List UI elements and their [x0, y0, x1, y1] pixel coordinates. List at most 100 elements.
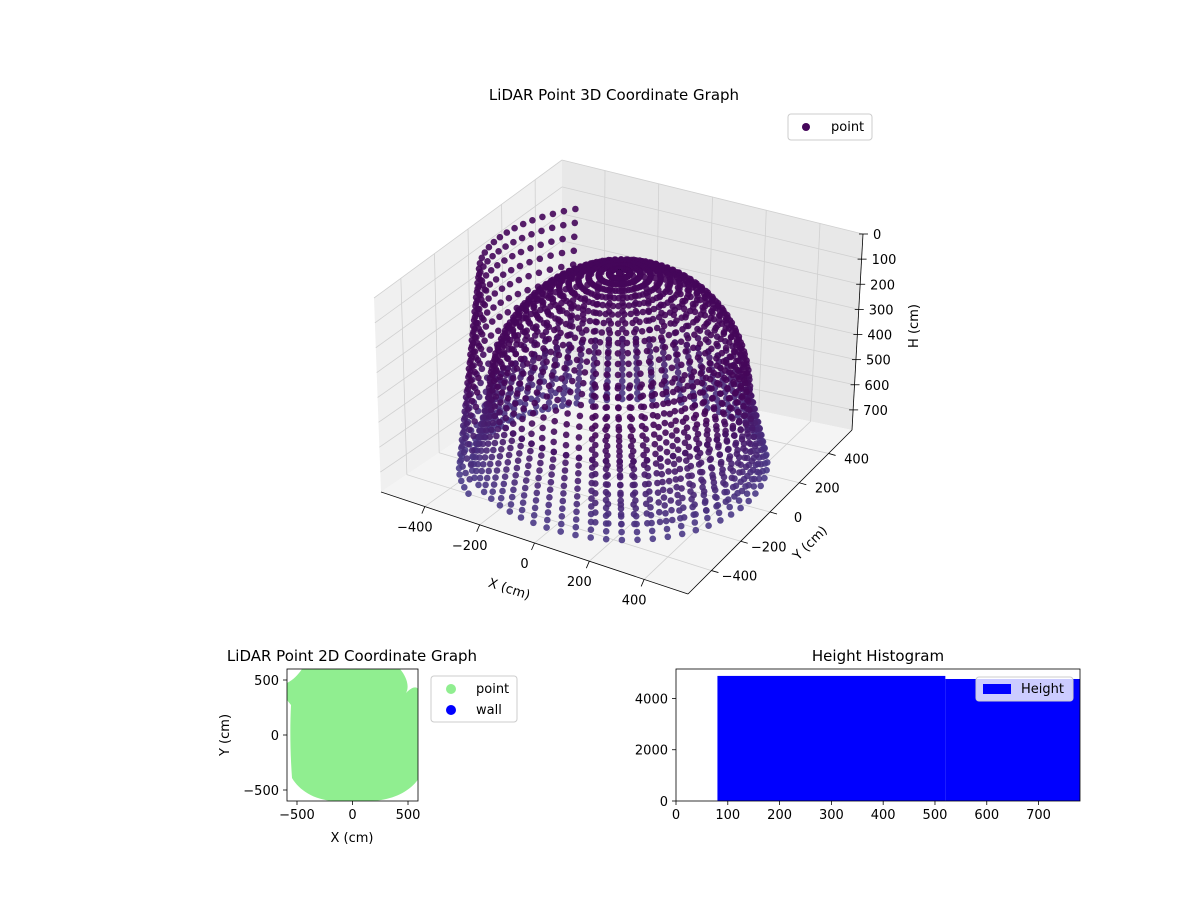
- data-point-3d: [604, 500, 612, 508]
- data-point-3d: [672, 476, 680, 483]
- data-point-3d: [493, 432, 500, 440]
- data-point-3d: [592, 370, 600, 378]
- data-point-3d: [529, 217, 536, 224]
- data-point-3d: [592, 480, 599, 487]
- data-point-3d: [693, 421, 701, 428]
- histogram-bar: [717, 675, 946, 801]
- data-point-3d: [656, 508, 663, 516]
- data-point-3d: [682, 449, 689, 457]
- data-point-3d: [729, 483, 737, 491]
- data-point-3d: [721, 418, 728, 426]
- data-point-3d: [656, 445, 664, 452]
- data-point-3d: [614, 360, 622, 368]
- data-point-3d: [506, 508, 514, 515]
- data-point-3d: [518, 234, 526, 242]
- data-point-3d: [735, 497, 743, 504]
- data-point-3d: [464, 440, 472, 448]
- data-point-3d: [519, 499, 527, 507]
- data-point-3d: [598, 329, 606, 336]
- data-point-3d: [617, 511, 625, 518]
- plot-frame-hist: [675, 668, 1081, 802]
- chart-histogram: Height Histogram 0 100 200 300 400 500 600 7000…: [635, 647, 1081, 823]
- data-point-3d: [480, 488, 488, 496]
- data-point-3d: [674, 491, 681, 499]
- data-point-3d: [671, 407, 679, 415]
- data-point-3d: [643, 347, 651, 355]
- data-point-3d: [592, 470, 599, 478]
- data-point-3d: [495, 352, 502, 360]
- data-point-3d: [555, 351, 563, 359]
- data-point-3d: [658, 334, 665, 341]
- data-point-3d: [502, 424, 510, 432]
- data-point-3d: [698, 379, 706, 387]
- data-point-3d: [675, 499, 682, 507]
- y-tick-label-3d: −400: [722, 570, 758, 585]
- data-point-3d: [457, 457, 465, 464]
- data-point-3d: [674, 369, 682, 376]
- data-point-3d: [515, 276, 523, 284]
- z-tick-label-3d: 400: [867, 329, 892, 344]
- data-point-3d: [482, 272, 490, 279]
- point-cloud-2d: [287, 669, 418, 801]
- data-point-3d: [490, 238, 498, 246]
- y-axis-label-3d: Y (cm): [790, 523, 831, 564]
- data-point-3d: [659, 327, 666, 335]
- data-point-3d: [665, 477, 673, 485]
- data-point-3d: [524, 469, 531, 477]
- data-point-3d: [615, 443, 623, 450]
- data-point-3d: [537, 241, 544, 249]
- data-point-3d: [472, 403, 480, 411]
- data-point-3d: [571, 334, 579, 342]
- data-point-3d: [628, 462, 636, 469]
- data-point-3d: [730, 432, 738, 439]
- data-point-3d: [603, 404, 611, 411]
- data-point-3d: [690, 319, 697, 326]
- data-point-3d: [545, 335, 552, 343]
- data-point-3d: [751, 475, 758, 483]
- x-tick-label-hist: 200: [767, 808, 792, 823]
- y-tick-label-2d: 500: [254, 674, 279, 689]
- data-point-3d: [673, 357, 681, 364]
- x-tick-label-hist: 400: [871, 808, 896, 823]
- data-point-3d: [539, 368, 547, 376]
- data-point-3d: [667, 320, 674, 327]
- data-point-3d: [471, 334, 479, 341]
- data-point-3d: [626, 371, 633, 378]
- data-point-3d: [464, 406, 472, 413]
- data-point-3d: [504, 395, 512, 402]
- data-point-3d: [579, 306, 587, 313]
- data-point-3d: [544, 509, 552, 516]
- data-point-3d: [553, 344, 561, 351]
- data-point-3d: [614, 371, 622, 379]
- y-tick-label-2d: 0: [271, 729, 279, 744]
- data-point-3d: [717, 460, 725, 468]
- data-point-3d: [540, 345, 547, 352]
- data-point-3d: [705, 436, 712, 444]
- data-point-3d: [509, 321, 516, 329]
- grid-back-z: [561, 240, 859, 310]
- data-point-3d: [547, 348, 555, 356]
- data-point-3d: [573, 393, 581, 401]
- data-point-3d: [731, 348, 739, 356]
- x-tick-label-hist: 100: [715, 808, 740, 823]
- data-point-3d: [717, 335, 724, 343]
- data-point-3d: [518, 435, 526, 443]
- data-point-3d: [696, 340, 704, 348]
- grid-left-z: [377, 267, 563, 398]
- data-point-3d: [747, 448, 754, 456]
- data-point-3d: [602, 535, 610, 543]
- data-point-3d: [564, 354, 571, 362]
- data-point-3d: [558, 513, 566, 520]
- data-point-3d: [493, 467, 501, 474]
- data-point-3d: [660, 349, 667, 357]
- data-point-3d: [527, 369, 535, 377]
- data-point-3d: [466, 371, 473, 379]
- data-point-3d: [501, 473, 509, 481]
- data-point-3d: [722, 498, 730, 506]
- data-point-3d: [647, 369, 655, 376]
- legend-2d-wall-label: wall: [476, 703, 502, 718]
- legend-hist-label: Height: [1021, 682, 1064, 697]
- data-point-3d: [558, 402, 566, 410]
- data-point-3d: [565, 399, 573, 407]
- data-point-3d: [478, 296, 485, 304]
